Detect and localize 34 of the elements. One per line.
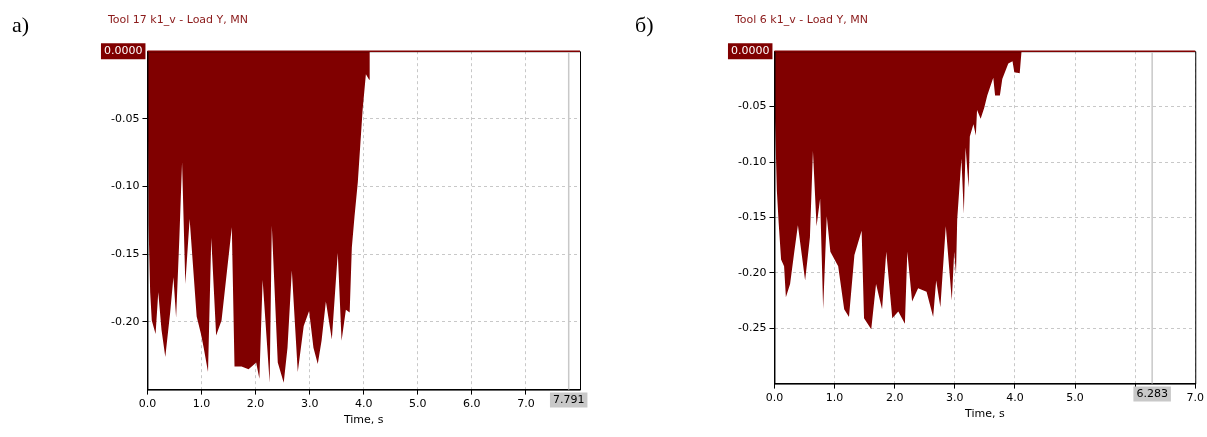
y-tick-label: -0.20 (110, 314, 140, 328)
y-tick-label: -0.10 (110, 179, 140, 193)
x-axis-title: Time, s (964, 407, 1005, 421)
y-tick-label: -0.25 (737, 321, 767, 335)
x-tick-label: 0.0 (138, 397, 157, 411)
x-tick-label: 0.0 (765, 391, 784, 405)
ref-line-label: 6.283 (1136, 387, 1168, 401)
x-tick-label: 3.0 (946, 391, 964, 405)
y-tick-label: -0.05 (737, 99, 767, 113)
x-tick-label: 3.0 (300, 397, 319, 411)
y-tick-label: -0.20 (737, 265, 767, 279)
x-tick-label: 7.0 (1186, 391, 1204, 405)
x-tick-label: 2.0 (885, 391, 904, 405)
y-tick-label: -0.05 (110, 111, 140, 125)
x-tick-label: 5.0 (1066, 391, 1084, 405)
y-tick-label: -0.10 (737, 154, 767, 168)
x-tick-label: 7.0 (517, 397, 535, 411)
ref-line-label: 0.0000 (730, 44, 770, 58)
x-tick-label: 5.0 (409, 397, 427, 411)
y-tick-label: -0.15 (110, 247, 140, 261)
text: а) (12, 12, 30, 38)
text: б) (635, 12, 654, 38)
ref-line-label: 7.791 (552, 393, 585, 407)
x-axis-title: Time, s (342, 413, 384, 427)
x-tick-label: 2.0 (246, 397, 265, 411)
y-tick-label: -0.15 (737, 210, 767, 224)
x-tick-label: 6.0 (463, 397, 481, 411)
ref-line-label: 0.0000 (103, 44, 143, 58)
x-tick-label: 1.0 (825, 391, 844, 405)
x-tick-label: 4.0 (354, 397, 373, 411)
chart-title: Tool 17 k1_v - Load Y, MN (107, 13, 249, 27)
chart-title: Tool 6 k1_v - Load Y, MN (734, 13, 869, 27)
x-tick-label: 4.0 (1006, 391, 1024, 405)
x-tick-label: 1.0 (192, 397, 211, 411)
